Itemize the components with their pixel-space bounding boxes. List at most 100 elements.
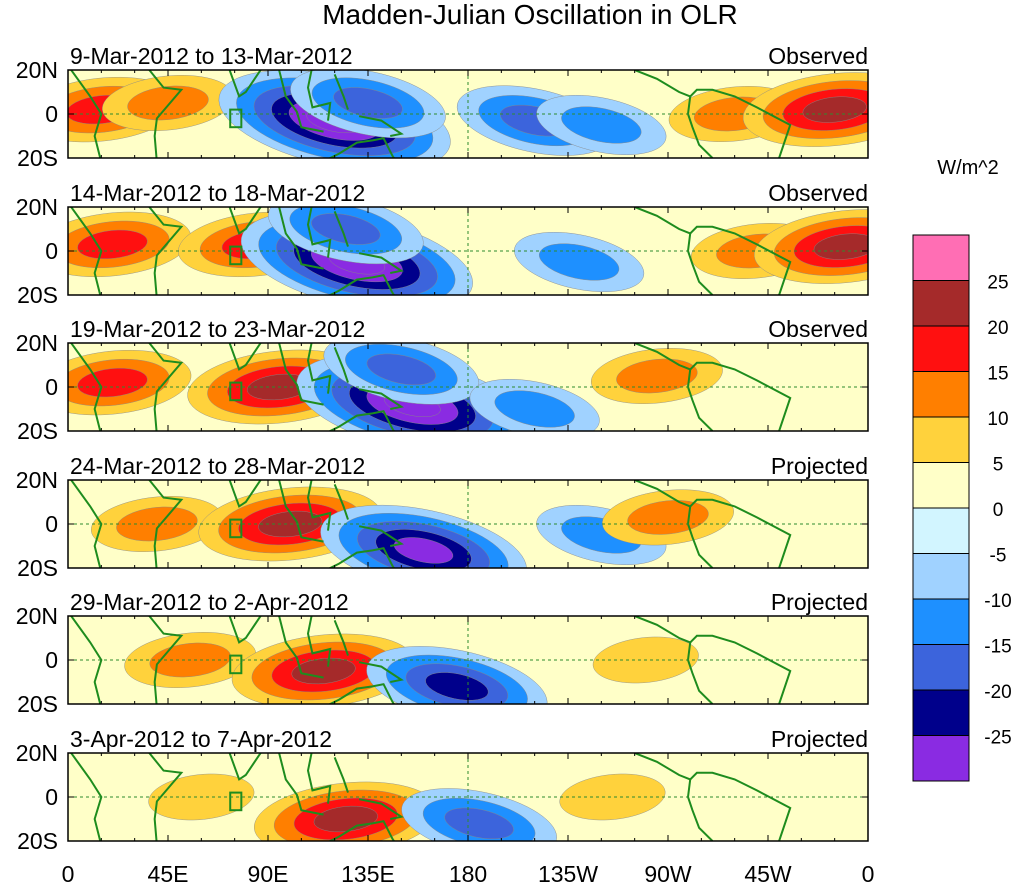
india-coast xyxy=(228,70,262,98)
sumatra-java xyxy=(278,343,324,406)
panel-period: 19-Mar-2012 to 23-Mar-2012 xyxy=(70,316,365,342)
sumatra-java xyxy=(278,753,324,816)
contour-8-4 xyxy=(802,96,867,123)
south-america-west xyxy=(686,369,714,431)
australia-north xyxy=(327,410,396,431)
new-guinea xyxy=(358,798,404,820)
india-coast xyxy=(228,753,262,781)
contour-3-5 xyxy=(393,537,454,564)
americas-north-coast xyxy=(634,207,792,295)
contour-3-4 xyxy=(425,672,489,701)
box-marker xyxy=(229,381,243,402)
indochina-borneo xyxy=(306,480,332,531)
australia-north xyxy=(327,274,396,295)
y-tick-label: 20N xyxy=(16,57,58,83)
colorbar-swatch xyxy=(912,234,970,281)
new-guinea xyxy=(358,252,404,274)
colorbar-swatch xyxy=(912,462,970,509)
panel-period: 9-Mar-2012 to 13-Mar-2012 xyxy=(70,43,353,69)
colorbar-swatch xyxy=(912,280,970,327)
philippines xyxy=(333,74,349,110)
americas-north-coast xyxy=(634,616,792,704)
india-coast xyxy=(228,207,262,235)
colorbar-label: -15 xyxy=(984,637,1011,658)
sumatra-java xyxy=(278,480,324,543)
colorbar-label: -25 xyxy=(984,728,1011,749)
africa-west-coast xyxy=(69,70,103,158)
south-america-west xyxy=(686,96,714,158)
indochina-borneo xyxy=(306,753,332,804)
philippines xyxy=(333,347,349,383)
colorbar-label: 25 xyxy=(987,273,1008,294)
india-coast xyxy=(228,480,262,508)
colorbar-label: -20 xyxy=(984,682,1011,703)
south-america-west xyxy=(686,642,714,704)
colorbar-swatch xyxy=(912,325,970,372)
colorbar-units: W/m^2 xyxy=(937,157,999,179)
y-tick-label: 0 xyxy=(45,238,58,264)
americas-north-coast xyxy=(634,480,792,568)
colorbar-label: 20 xyxy=(987,318,1008,339)
contour-7-4 xyxy=(813,233,868,260)
y-tick-label: 20S xyxy=(17,828,58,854)
olr-field xyxy=(68,70,868,158)
africa-east-coast xyxy=(148,207,184,295)
colorbar-swatch xyxy=(912,507,970,554)
contour-4-1 xyxy=(559,773,666,821)
contour-5-2 xyxy=(539,243,620,281)
panel-1: 20N 0 20S 9-Mar-2012 to 13-Mar-2012 Observed xyxy=(16,43,869,171)
australia-north xyxy=(327,137,396,158)
panel-period: 24-Mar-2012 to 28-Mar-2012 xyxy=(70,453,365,479)
panel-status: Observed xyxy=(768,316,868,342)
contour-5-2 xyxy=(494,390,575,428)
panel-group: 20N 0 20S 9-Mar-2012 to 13-Mar-2012 Observed… xyxy=(16,43,869,854)
colorbar-swatch xyxy=(912,553,970,600)
colorbar: W/m^2 25 20 15 10 5 0 -5 -10 -15 -20 -25 xyxy=(912,157,1012,782)
africa-west-coast xyxy=(69,207,103,295)
south-america-west xyxy=(686,779,714,841)
indochina-borneo xyxy=(306,616,332,667)
panel-4: 20N 0 20S 24-Mar-2012 to 28-Mar-2012 Project… xyxy=(16,453,869,581)
panel-period: 29-Mar-2012 to 2-Apr-2012 xyxy=(70,589,349,615)
x-tick-label: 45W xyxy=(744,861,792,887)
colorbar-swatch xyxy=(912,598,970,645)
y-tick-label: 20N xyxy=(16,194,58,220)
africa-east-coast xyxy=(148,343,184,431)
y-tick-label: 0 xyxy=(45,511,58,537)
contour-6-2 xyxy=(561,106,642,144)
y-tick-label: 20N xyxy=(16,330,58,356)
coastlines xyxy=(69,753,792,841)
panel-status: Observed xyxy=(768,43,868,69)
colorbar-label: 5 xyxy=(993,455,1004,476)
panel-5: 20N 0 20S 29-Mar-2012 to 2-Apr-2012 Projecte… xyxy=(16,589,869,717)
x-tick-label: 135W xyxy=(538,861,598,887)
indochina-borneo xyxy=(306,207,332,258)
australia-north xyxy=(327,683,396,704)
new-guinea xyxy=(358,661,404,683)
colorbar-swatch xyxy=(912,735,970,782)
y-tick-label: 0 xyxy=(45,374,58,400)
y-tick-label: 20S xyxy=(17,555,58,581)
americas-north-coast xyxy=(634,70,792,158)
indochina-borneo xyxy=(306,343,332,394)
colorbar-label: -10 xyxy=(984,591,1011,612)
africa-east-coast xyxy=(148,480,184,568)
new-guinea xyxy=(358,525,404,547)
y-tick-label: 20N xyxy=(16,467,58,493)
panel-period: 14-Mar-2012 to 18-Mar-2012 xyxy=(70,180,365,206)
y-tick-label: 0 xyxy=(45,784,58,810)
x-tick-label: 135E xyxy=(341,861,395,887)
contour-6-2 xyxy=(616,358,698,394)
india-coast xyxy=(228,343,262,371)
y-tick-label: 20N xyxy=(16,740,58,766)
box-marker xyxy=(229,518,243,539)
x-tick-label: 45E xyxy=(148,861,189,887)
panel-6: 20N 0 20S 3-Apr-2012 to 7-Apr-2012 Projected xyxy=(16,726,869,854)
coastlines xyxy=(69,343,792,431)
colorbar-label: -5 xyxy=(990,546,1007,567)
panel-2: 20N 0 20S 14-Mar-2012 to 18-Mar-2012 Observe… xyxy=(16,180,869,308)
contour-4-3 xyxy=(366,353,437,386)
sumatra-java xyxy=(278,616,324,679)
colorbar-swatch xyxy=(912,689,970,736)
